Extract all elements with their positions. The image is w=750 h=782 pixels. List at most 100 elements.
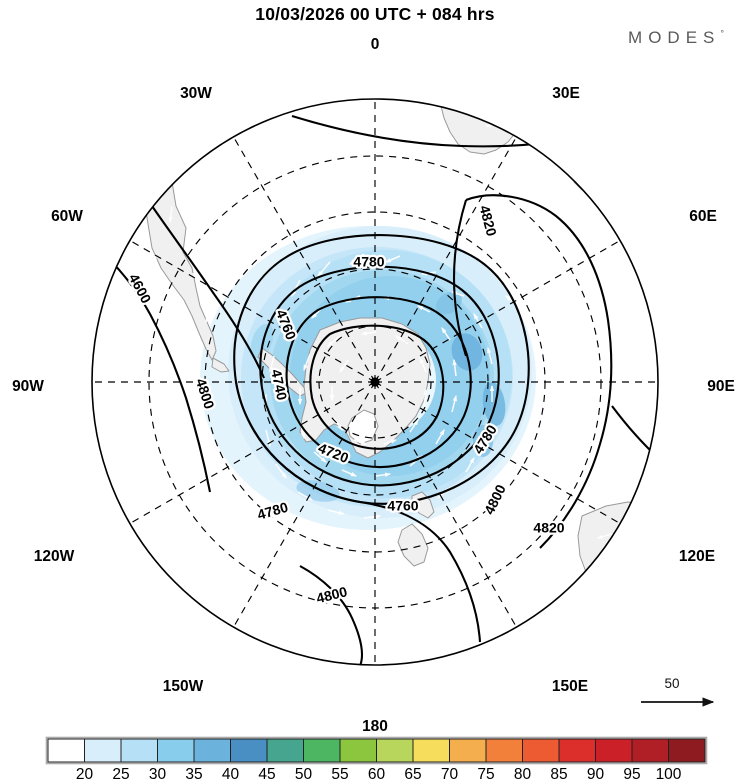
map-boundary-circle: [91, 98, 659, 666]
longitude-label-90w: 90W: [12, 378, 44, 395]
modes-logo: MODES°: [628, 28, 724, 48]
longitude-label-150w: 150W: [163, 678, 204, 695]
contour-label-text: 4760: [387, 498, 418, 514]
wind-reference-vector: 50: [641, 676, 715, 707]
colorbar-tick-label: 40: [222, 766, 240, 782]
colorbar-tick-label: 70: [441, 766, 459, 782]
colorbar-cell[interactable]: [193, 738, 231, 763]
colorbar-cell[interactable]: [376, 738, 414, 763]
colorbar-tick-label: 30: [149, 766, 167, 782]
landmass-tierra-del-fuego: [211, 357, 230, 373]
contour-4740: [309, 324, 445, 450]
svg-text:4780: 4780: [353, 254, 384, 270]
colorbar-tick-label: 60: [368, 766, 386, 782]
colorbar-tick-label: 35: [185, 766, 202, 782]
longitude-label-30e: 30E: [552, 85, 580, 102]
colorbar-tick-label: 45: [258, 766, 275, 782]
colorbar-cell[interactable]: [558, 738, 596, 763]
longitude-labels: 0 30E 60E 90E 120E 150E 180 150W 120W 90W 60W 30W: [12, 36, 735, 735]
colorbar-cell[interactable]: [47, 738, 85, 763]
contour-label-text: 4740: [268, 368, 290, 402]
wind-vectors: [192, 253, 541, 537]
map-disc: 4600460048004800478047804760476047404740…: [91, 98, 682, 666]
colorbar[interactable]: 20 25 30 35 40 45 50 55 60 65 70 75 80 85 90 95 100: [45, 736, 708, 782]
modes-logo-text: MODES: [628, 28, 721, 47]
landmass-antarctica: [299, 317, 431, 459]
colorbar-cell[interactable]: [339, 738, 377, 763]
landmass-new-zealand-south: [397, 523, 429, 567]
colorbar-frame: [45, 736, 708, 765]
svg-text:4820: 4820: [653, 425, 682, 460]
longitude-label-120e: 120E: [679, 548, 715, 565]
landmass-antarctica-inner-detail: [347, 409, 379, 445]
colorbar-tick-labels: 20 25 30 35 40 45 50 55 60 65 70 75 80 85 90 95 100: [76, 766, 682, 782]
contour-4800-west: [151, 205, 265, 379]
contour-label-text: 4800: [315, 583, 349, 606]
colorbar-cell[interactable]: [412, 738, 450, 763]
colorbar-cell[interactable]: [449, 738, 487, 763]
contour-4800: [233, 234, 530, 505]
contour-label-text: 4820: [476, 204, 500, 238]
colorbar-cells[interactable]: [47, 738, 706, 763]
colorbar-cell[interactable]: [595, 738, 633, 763]
longitude-label-180: 180: [362, 718, 388, 735]
landmass-new-zealand-north: [411, 491, 435, 519]
contour-label-text: 4780: [353, 254, 384, 270]
longitude-label-60w: 60W: [51, 208, 83, 225]
contour-4600: [107, 257, 212, 493]
colorbar-tick-label: 90: [587, 766, 605, 782]
colorbar-tick-label: 55: [331, 766, 348, 782]
contour-4800-south: [234, 381, 482, 643]
colorbar-tick-label: 100: [656, 766, 682, 782]
south-pole-dot: [370, 377, 380, 387]
landmass-tasmania: [627, 601, 644, 617]
colorbar-cell[interactable]: [522, 738, 560, 763]
page-title: 10/03/2026 00 UTC + 084 hrs: [255, 4, 495, 24]
contour-label-text: 4820: [653, 425, 682, 460]
colorbar-cell[interactable]: [631, 738, 669, 763]
colorbar-tick-label: 80: [514, 766, 532, 782]
colorbar-cell[interactable]: [230, 738, 268, 763]
colorbar-tick-label: 50: [295, 766, 313, 782]
colorbar-cell[interactable]: [157, 738, 195, 763]
landmass-madagascar: [571, 149, 599, 191]
svg-text:4820: 4820: [533, 520, 564, 536]
longitude-label-90e: 90E: [707, 378, 735, 395]
longitude-label-60e: 60E: [689, 208, 717, 225]
colorbar-cell[interactable]: [120, 738, 158, 763]
contour-4760: [285, 296, 472, 469]
colorbar-tick-label: 85: [550, 766, 567, 782]
longitude-label-120w: 120W: [34, 548, 75, 565]
wind-reference-label: 50: [664, 676, 679, 691]
colorbar-tick-label: 20: [76, 766, 94, 782]
longitude-label-150e: 150E: [552, 678, 588, 695]
svg-text:4760: 4760: [387, 498, 418, 514]
colorbar-cell[interactable]: [668, 738, 706, 763]
landmass-antarctic-peninsula: [257, 347, 309, 397]
copyright-icon: °: [720, 28, 724, 39]
colorbar-cell[interactable]: [303, 738, 341, 763]
contour-4820-main: [465, 194, 613, 549]
colorbar-tick-label: 25: [112, 766, 129, 782]
colorbar-tick-label: 95: [623, 766, 640, 782]
contour-4820-branch: [452, 199, 468, 357]
contour-4820-east: [611, 405, 658, 471]
height-contours: [107, 114, 658, 665]
colorbar-cell[interactable]: [266, 738, 304, 763]
contour-4780: [259, 265, 500, 487]
longitude-label-30w: 30W: [180, 85, 212, 102]
colorbar-tick-label: 65: [404, 766, 421, 782]
landmass-pacific-islet: [465, 649, 485, 664]
longitude-label-0: 0: [371, 36, 380, 53]
colorbar-cell[interactable]: [485, 738, 523, 763]
contour-label-text: 4820: [533, 520, 564, 536]
colorbar-tick-label: 75: [477, 766, 494, 782]
colorbar-cell[interactable]: [84, 738, 122, 763]
